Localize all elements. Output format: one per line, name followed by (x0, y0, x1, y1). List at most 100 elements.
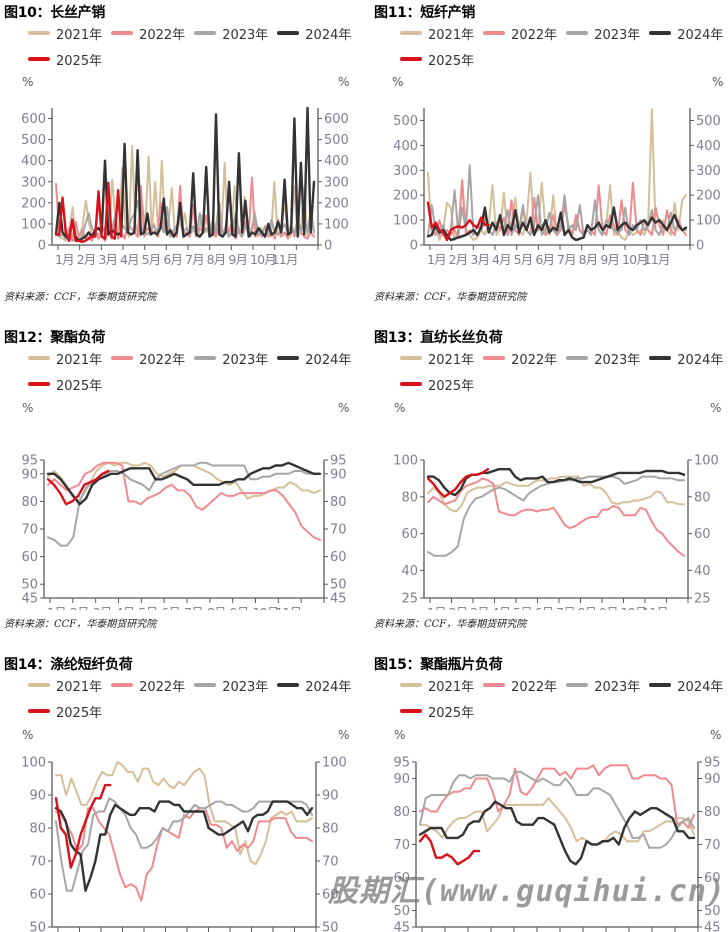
y-axis-label-left: % (394, 401, 405, 415)
x-tick-label: 11月 (644, 252, 670, 267)
y-axis-label-right: % (712, 75, 723, 89)
y-axis-label-left: % (22, 728, 33, 742)
x-tick-label: 9月 (228, 252, 247, 267)
legend-swatch (28, 683, 50, 687)
legend-label: 2022年 (139, 24, 185, 43)
x-tick-label: 3月 (470, 605, 489, 610)
y-tick-label-right: 50 (330, 578, 347, 593)
chart-plot: 45455050606070708080909095951月2月3月4月5月6月… (0, 420, 364, 610)
x-tick-label: 3月 (470, 252, 489, 267)
series-line-2024 (56, 108, 314, 241)
x-tick-label: 5月 (138, 605, 157, 610)
y-tick-label-left: 60 (29, 888, 46, 903)
y-tick-label-left: 100 (393, 454, 418, 469)
y-tick-label-left: 400 (393, 139, 418, 154)
series-line-2024 (420, 802, 694, 865)
y-tick-label-left: 400 (21, 154, 46, 169)
x-tick-label: 6月 (161, 605, 180, 610)
y-tick-label-right: 45 (704, 921, 721, 932)
chart-plot: 505060607070808090901001001月2月3月4月5月6月7月… (0, 747, 364, 932)
y-tick-label-left: 95 (393, 756, 410, 771)
x-tick-label: 9月 (599, 605, 618, 610)
legend-item: 2025年 (28, 46, 102, 72)
legend-item: 2022年 (111, 345, 185, 371)
legend-label: 2025年 (428, 50, 474, 69)
chart-title: 图13：直纺长丝负荷 (374, 327, 502, 347)
y-tick-label-left: 300 (21, 175, 46, 190)
chart-source: 资料来源：CCF，华泰期货研究院 (4, 615, 156, 630)
y-tick-label-left: 40 (401, 564, 418, 579)
legend-item: 2022年 (111, 672, 185, 698)
y-tick-label-left: 90 (21, 467, 38, 482)
x-tick-label: 4月 (116, 605, 135, 610)
legend-item: 2022年 (483, 345, 557, 371)
y-tick-label-right: 100 (324, 217, 349, 232)
x-tick-label: 5月 (513, 605, 532, 610)
legend-swatch (566, 356, 588, 360)
series-line-2022 (428, 478, 684, 555)
legend-item: 2024年 (649, 20, 723, 46)
x-tick-label: 1月 (47, 605, 66, 610)
chart-source: 资料来源：CCF，华泰期货研究院 (374, 288, 526, 303)
legend-swatch (483, 683, 505, 687)
y-tick-label-left: 80 (21, 495, 38, 510)
y-tick-label-left: 0 (410, 239, 418, 254)
y-tick-label-left: 90 (393, 772, 410, 787)
y-tick-label-right: 500 (324, 133, 349, 148)
y-axis-label-left: % (392, 75, 403, 89)
x-tick-label: 3月 (93, 605, 112, 610)
legend-swatch (111, 683, 133, 687)
legend-item: 2023年 (194, 345, 268, 371)
legend-label: 2024年 (677, 676, 723, 695)
y-tick-label-left: 200 (21, 196, 46, 211)
series-line-2022 (56, 808, 312, 900)
y-tick-label-left: 100 (21, 217, 46, 232)
legend-swatch (483, 356, 505, 360)
series-line-2023 (428, 477, 684, 556)
y-tick-label-right: 100 (694, 454, 719, 469)
x-tick-label: 2月 (70, 605, 89, 610)
x-tick-label: 4月 (492, 605, 511, 610)
y-axis-label-right: % (338, 401, 349, 415)
x-tick-label: 6月 (163, 252, 182, 267)
legend-label: 2023年 (222, 349, 268, 368)
legend-label: 2024年 (677, 24, 723, 43)
y-tick-label-left: 100 (21, 756, 46, 771)
legend-label: 2022年 (511, 24, 557, 43)
y-axis-label-right: % (710, 401, 721, 415)
y-tick-label-left: 80 (401, 490, 418, 505)
x-tick-label: 7月 (185, 252, 204, 267)
x-tick-label: 9月 (230, 605, 249, 610)
y-tick-label-left: 500 (21, 133, 46, 148)
legend-item: 2023年 (194, 672, 268, 698)
x-tick-label: 8月 (207, 605, 226, 610)
x-tick-label: 9月 (600, 252, 619, 267)
legend-label: 2024年 (305, 349, 351, 368)
y-tick-label-left: 45 (21, 592, 38, 607)
legend-swatch (28, 709, 50, 713)
watermark: 股期汇(www.guqihui.cn) (328, 866, 726, 910)
x-tick-label: 6月 (535, 605, 554, 610)
legend-item: 2021年 (400, 20, 474, 46)
legend-label: 2021年 (428, 349, 474, 368)
x-tick-label: 5月 (142, 252, 161, 267)
legend-item: 2024年 (649, 672, 723, 698)
legend-item: 2023年 (566, 345, 640, 371)
x-tick-label: 3月 (98, 252, 117, 267)
y-tick-label-right: 400 (696, 139, 721, 154)
legend-item: 2021年 (28, 20, 102, 46)
legend-label: 2025年 (428, 702, 474, 721)
legend-item: 2021年 (400, 672, 474, 698)
legend-swatch (28, 382, 50, 386)
y-tick-label-right: 80 (704, 805, 721, 820)
y-tick-label-right: 90 (322, 789, 339, 804)
y-tick-label-left: 600 (21, 112, 46, 127)
legend-item: 2024年 (649, 345, 723, 371)
legend-label: 2021年 (56, 349, 102, 368)
legend-label: 2024年 (305, 676, 351, 695)
legend-swatch (649, 683, 671, 687)
legend-item: 2025年 (28, 698, 102, 724)
y-tick-label-right: 70 (330, 523, 347, 538)
